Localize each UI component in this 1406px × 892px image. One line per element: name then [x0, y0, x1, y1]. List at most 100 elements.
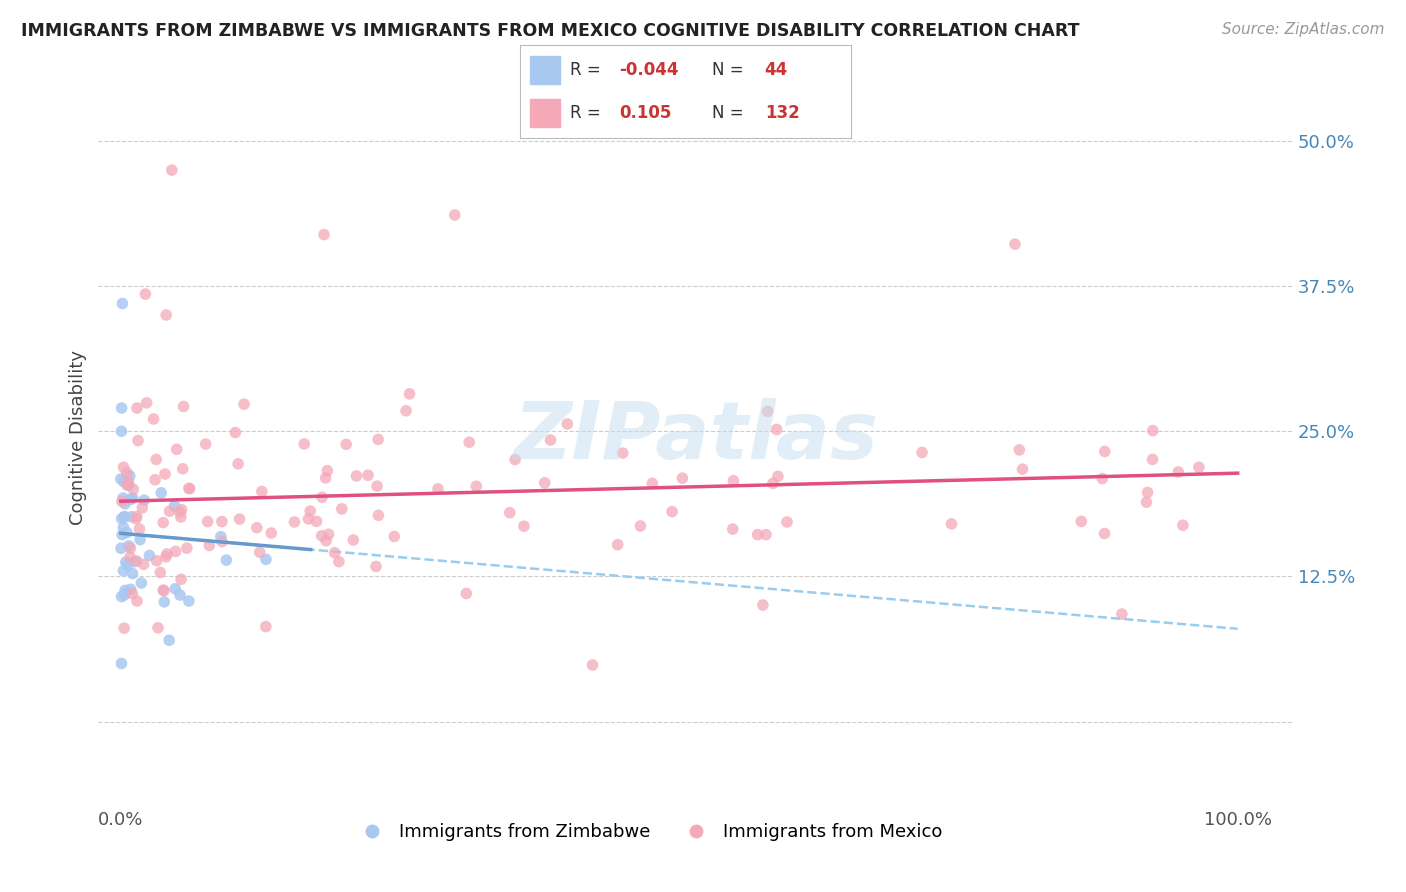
Point	[456, 586, 478, 600]
Point	[114, 497, 136, 511]
Point	[169, 505, 191, 519]
Point	[142, 412, 165, 426]
Point	[118, 539, 141, 553]
Point	[641, 476, 664, 491]
Point	[112, 510, 135, 524]
Point	[132, 558, 155, 572]
Point	[114, 509, 136, 524]
Point	[249, 545, 271, 559]
Point	[398, 387, 420, 401]
Point	[146, 621, 169, 635]
Point	[312, 227, 335, 242]
Point	[1136, 485, 1159, 500]
Point	[1142, 424, 1164, 438]
Point	[254, 619, 277, 633]
Point	[111, 527, 134, 541]
Point	[1094, 444, 1116, 458]
Point	[155, 549, 177, 564]
Point	[1171, 518, 1194, 533]
Point	[125, 554, 148, 568]
Point	[118, 469, 141, 483]
Point	[323, 546, 346, 560]
Point	[612, 446, 634, 460]
Point	[115, 466, 138, 480]
Point	[723, 474, 745, 488]
Point	[357, 468, 380, 483]
Point	[465, 479, 488, 493]
Point	[129, 533, 152, 547]
Y-axis label: Cognitive Disability: Cognitive Disability	[69, 350, 87, 524]
Point	[152, 583, 174, 598]
Point	[1167, 465, 1189, 479]
Point	[110, 472, 132, 486]
Point	[110, 657, 132, 671]
Point	[163, 499, 186, 513]
Point	[153, 467, 176, 481]
Point	[117, 558, 139, 572]
Point	[170, 502, 193, 516]
Point	[776, 515, 799, 529]
Point	[197, 515, 219, 529]
Text: 0.105: 0.105	[620, 104, 672, 122]
Point	[427, 482, 450, 496]
Point	[194, 437, 217, 451]
Point	[1004, 237, 1026, 252]
Point	[458, 435, 481, 450]
Point	[143, 473, 166, 487]
Point	[165, 544, 187, 558]
Point	[173, 400, 195, 414]
Point	[153, 595, 176, 609]
Point	[557, 417, 579, 431]
Point	[346, 469, 368, 483]
Point	[114, 555, 136, 569]
Point	[110, 541, 132, 556]
Point	[198, 539, 221, 553]
Point	[125, 401, 148, 415]
Point	[1142, 452, 1164, 467]
Point	[209, 530, 232, 544]
Point	[513, 519, 536, 533]
Point	[122, 482, 145, 496]
Text: R =: R =	[569, 104, 606, 122]
Point	[305, 514, 328, 528]
Point	[246, 521, 269, 535]
Point	[121, 566, 143, 581]
Text: R =: R =	[569, 61, 606, 78]
Point	[172, 462, 194, 476]
Point	[721, 522, 744, 536]
Point	[299, 504, 322, 518]
Point	[125, 509, 148, 524]
Point	[155, 308, 177, 322]
Point	[176, 541, 198, 556]
Point	[112, 520, 135, 534]
Point	[145, 554, 167, 568]
Point	[112, 475, 135, 489]
Point	[1011, 462, 1033, 476]
Point	[283, 515, 305, 529]
Point	[125, 512, 148, 526]
Point	[170, 572, 193, 586]
Point	[911, 445, 934, 459]
Text: N =: N =	[711, 104, 749, 122]
Text: N =: N =	[711, 61, 749, 78]
Text: IMMIGRANTS FROM ZIMBABWE VS IMMIGRANTS FROM MEXICO COGNITIVE DISABILITY CORRELAT: IMMIGRANTS FROM ZIMBABWE VS IMMIGRANTS F…	[21, 22, 1080, 40]
Point	[110, 401, 132, 415]
Point	[134, 493, 156, 508]
Point	[127, 434, 149, 448]
Point	[224, 425, 246, 440]
Text: -0.044: -0.044	[620, 61, 679, 78]
Point	[110, 424, 132, 438]
Point	[120, 492, 142, 507]
Point	[367, 508, 389, 523]
Point	[215, 553, 238, 567]
Point	[211, 515, 233, 529]
Point	[395, 404, 418, 418]
Text: 132: 132	[765, 104, 800, 122]
Point	[540, 433, 562, 447]
Point	[747, 527, 769, 541]
Point	[330, 501, 353, 516]
Point	[233, 397, 256, 411]
Point	[118, 550, 141, 565]
Point	[315, 533, 337, 548]
Point	[134, 287, 156, 301]
